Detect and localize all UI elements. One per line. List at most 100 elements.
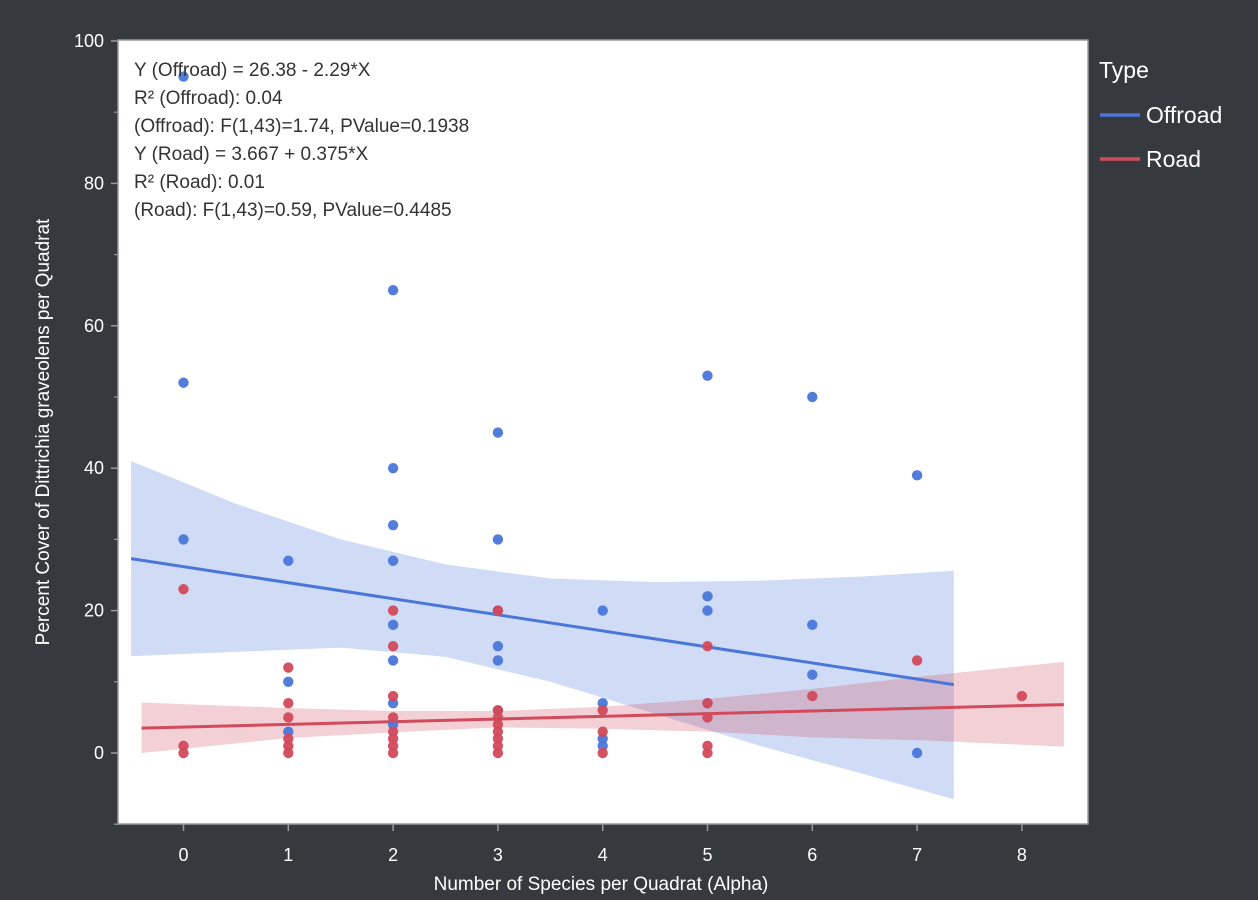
offroad-point-10 xyxy=(387,619,399,631)
offroad-point-25 xyxy=(702,591,713,602)
road-point-0 xyxy=(178,584,189,595)
plot-area xyxy=(118,40,1088,824)
road-point-14 xyxy=(387,733,399,744)
legend-label-road: Road xyxy=(1146,146,1201,172)
road-regression-line xyxy=(141,703,1064,730)
offroad-point-2 xyxy=(178,534,189,545)
x-tick-label-1: 1 xyxy=(283,845,293,865)
road-point-23 xyxy=(492,740,504,752)
offroad-confidence-band xyxy=(131,461,954,800)
y-tick-label-80: 80 xyxy=(84,173,104,193)
road-point-30 xyxy=(702,712,713,723)
offroad-point-30 xyxy=(807,669,818,680)
legend: Type Offroad Road xyxy=(1099,57,1222,172)
road-point-25 xyxy=(597,705,608,716)
x-tick-label-6: 6 xyxy=(807,845,817,865)
offroad-point-3 xyxy=(283,555,294,566)
annotation-line-4: R² (Road): 0.01 xyxy=(134,172,265,193)
road-point-2 xyxy=(178,747,189,759)
offroad-point-5 xyxy=(283,726,294,737)
road-point-29 xyxy=(702,697,713,709)
road-point-27 xyxy=(597,747,608,759)
road-point-20 xyxy=(492,719,504,730)
road-point-12 xyxy=(387,712,399,723)
road-point-22 xyxy=(492,733,504,744)
road-point-9 xyxy=(387,605,399,616)
offroad-point-6 xyxy=(387,285,399,296)
offroad-point-18 xyxy=(492,655,504,666)
annotation-line-0: Y (Offroad) = 26.38 - 2.29*X xyxy=(134,60,371,81)
road-point-35 xyxy=(1016,690,1028,702)
road-point-8 xyxy=(283,747,294,759)
offroad-point-29 xyxy=(807,619,818,631)
road-point-31 xyxy=(702,740,713,752)
offroad-point-28 xyxy=(807,391,818,403)
road-point-16 xyxy=(387,747,399,759)
offroad-point-13 xyxy=(387,719,399,730)
data-points xyxy=(178,71,1028,759)
road-point-18 xyxy=(492,705,504,716)
annotation-line-3: Y (Road) = 3.667 + 0.375*X xyxy=(134,144,368,165)
y-tick-label-20: 20 xyxy=(84,601,104,621)
road-point-1 xyxy=(178,740,189,752)
road-point-26 xyxy=(597,726,608,737)
offroad-point-26 xyxy=(702,605,713,616)
offroad-point-9 xyxy=(387,555,399,566)
road-point-10 xyxy=(387,641,399,652)
road-point-4 xyxy=(283,697,294,709)
legend-label-offroad: Offroad xyxy=(1146,102,1222,128)
offroad-regression-line xyxy=(130,557,955,687)
offroad-point-4 xyxy=(283,676,294,687)
regression-annotations: Y (Offroad) = 26.38 - 2.29*X R² (Offroad)… xyxy=(134,60,469,221)
x-tick-label-3: 3 xyxy=(493,845,503,865)
x-tick-label-0: 0 xyxy=(178,845,188,865)
legend-title: Type xyxy=(1099,57,1149,83)
offroad-point-23 xyxy=(597,740,608,752)
annotation-line-2: (Offroad): F(1,43)=1.74, PValue=0.1938 xyxy=(134,116,469,137)
road-point-21 xyxy=(492,726,504,737)
offroad-point-11 xyxy=(387,655,399,666)
annotation-line-5: (Road): F(1,43)=0.59, PValue=0.4485 xyxy=(134,200,452,221)
offroad-point-8 xyxy=(387,519,399,531)
y-tick-label-0: 0 xyxy=(94,743,104,763)
x-axis: 0 1 2 3 4 5 6 7 8 xyxy=(178,824,1027,865)
x-tick-label-5: 5 xyxy=(702,845,712,865)
road-point-33 xyxy=(807,690,818,702)
offroad-point-21 xyxy=(597,697,608,709)
road-point-15 xyxy=(387,740,399,752)
x-tick-label-8: 8 xyxy=(1017,845,1027,865)
road-point-6 xyxy=(283,733,294,744)
road-point-17 xyxy=(492,605,504,616)
offroad-point-0 xyxy=(178,71,189,82)
offroad-point-32 xyxy=(911,747,923,759)
offroad-point-7 xyxy=(387,463,399,474)
offroad-point-17 xyxy=(492,641,504,652)
x-axis-title: Number of Species per Quadrat (Alpha) xyxy=(434,874,769,895)
y-tick-label-40: 40 xyxy=(84,458,104,478)
offroad-point-24 xyxy=(702,370,713,381)
road-point-11 xyxy=(387,690,399,702)
x-tick-label-7: 7 xyxy=(912,845,922,865)
road-point-28 xyxy=(702,641,713,652)
offroad-point-31 xyxy=(911,470,923,481)
road-point-3 xyxy=(283,662,294,673)
road-point-24 xyxy=(492,747,504,759)
annotation-line-1: R² (Offroad): 0.04 xyxy=(134,88,283,109)
road-point-13 xyxy=(387,726,399,737)
road-point-5 xyxy=(283,712,294,723)
road-point-7 xyxy=(283,740,294,752)
offroad-point-12 xyxy=(387,697,399,709)
offroad-point-20 xyxy=(597,605,608,616)
road-point-32 xyxy=(702,747,713,759)
x-tick-label-4: 4 xyxy=(598,845,608,865)
road-point-34 xyxy=(911,655,923,666)
offroad-point-22 xyxy=(597,733,608,744)
offroad-point-1 xyxy=(178,377,189,388)
y-tick-label-60: 60 xyxy=(84,316,104,336)
regression-lines xyxy=(130,557,1064,730)
y-axis: 0 20 40 60 80 100 xyxy=(74,31,118,825)
offroad-point-15 xyxy=(492,534,504,545)
y-tick-label-100: 100 xyxy=(74,31,104,51)
y-axis-title: Percent Cover of Dittrichia graveolens p… xyxy=(33,218,54,645)
